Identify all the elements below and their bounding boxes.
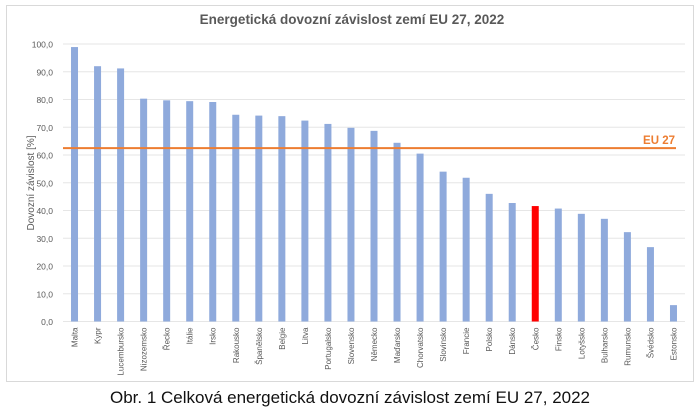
y-tick-label: 50,0	[36, 178, 53, 188]
x-tick-label: Finsko	[554, 327, 563, 351]
bar-Rumunsko	[623, 232, 631, 322]
bar-Řecko	[163, 100, 171, 322]
x-tick-label: Francie	[462, 327, 471, 354]
x-tick-label: Rumunsko	[623, 327, 632, 366]
x-tick-label: Lotyšsko	[577, 327, 586, 359]
x-tick-label: Irsko	[209, 327, 218, 345]
bar-Malta	[71, 47, 79, 322]
chart-title: Energetická dovozní závislost zemí EU 27…	[200, 12, 505, 27]
x-tick-label: Německo	[370, 327, 379, 361]
eu-reference-label: EU 27	[643, 135, 675, 147]
x-tick-label: Česko	[531, 327, 540, 350]
x-tick-label: Portugalsko	[324, 327, 333, 370]
y-tick-label: 90,0	[36, 67, 53, 77]
bar-Belgie	[278, 116, 286, 322]
bar-Francie	[462, 177, 470, 322]
y-tick-label: 60,0	[36, 151, 53, 161]
bar-Lucembursko	[117, 68, 125, 322]
x-tick-label: Chorvatsko	[416, 327, 425, 368]
bar-Dánsko	[508, 203, 516, 322]
chart: Energetická dovozní závislost zemí EU 27…	[26, 12, 685, 376]
y-tick-label: 70,0	[36, 123, 53, 133]
x-tick-label: Švédsko	[646, 327, 655, 358]
bar-Slovensko	[347, 127, 355, 322]
bar-Rakousko	[232, 114, 240, 322]
x-tick-label: Španělsko	[255, 327, 264, 365]
x-tick-label: Estonsko	[669, 327, 678, 360]
y-tick-label: 40,0	[36, 206, 53, 216]
bar-Slovinsko	[439, 171, 447, 322]
x-tick-label: Maďarsko	[393, 327, 402, 363]
bar-Maďarsko	[393, 142, 401, 322]
y-tick-label: 100,0	[32, 40, 54, 50]
x-tick-label: Bulharsko	[600, 327, 609, 363]
bar-Bulharsko	[600, 218, 608, 322]
y-tick-label: 0,0	[41, 317, 53, 327]
x-tick-label: Rakousko	[232, 327, 241, 363]
x-tick-label: Dánsko	[508, 327, 517, 355]
eu-reference: EU 27	[63, 135, 676, 150]
x-tick-label: Litva	[301, 327, 310, 344]
x-tick-labels: Malta Kypr Lucembursko Nizozemsko Řecko Itáli…	[71, 327, 679, 376]
x-tick-label: Slovinsko	[439, 327, 448, 362]
bar-Portugalsko	[324, 123, 332, 322]
bar-Kypr	[94, 66, 102, 322]
bar-Španělsko	[255, 115, 263, 322]
bar-Estonsko	[669, 305, 677, 322]
bar-Chorvatsko	[416, 153, 424, 322]
bar-Česko	[531, 206, 539, 322]
bar-Litva	[301, 120, 309, 322]
figure-caption: Obr. 1 Celková energetická dovozní závis…	[109, 388, 591, 407]
bar-Polsko	[485, 193, 493, 322]
bars	[71, 47, 677, 322]
bar-Finsko	[554, 208, 562, 322]
x-tick-label: Malta	[71, 327, 80, 347]
x-tick-label: Itálie	[186, 327, 195, 344]
bar-Itálie	[186, 101, 194, 322]
y-axis-label: Dovozní závislost [%]	[26, 135, 37, 230]
x-tick-label: Nizozemsko	[140, 327, 149, 371]
y-tick-label: 20,0	[36, 262, 53, 272]
y-tick-label: 30,0	[36, 234, 53, 244]
bar-Irsko	[209, 101, 217, 322]
bar-Německo	[370, 130, 378, 322]
bar-Nizozemsko	[140, 98, 148, 322]
x-tick-label: Řecko	[163, 327, 172, 350]
x-tick-label: Kypr	[94, 327, 103, 344]
bar-Lotyšsko	[577, 213, 585, 322]
bar-Švédsko	[646, 247, 654, 322]
x-tick-label: Belgie	[278, 327, 287, 350]
y-tick-labels: 0,0 10,0 20,0 30,0 40,0 50,0 60,0 70,0 80,0 90,0 1…	[32, 40, 54, 328]
y-tick-label: 80,0	[36, 95, 53, 105]
x-tick-label: Slovensko	[347, 327, 356, 364]
x-tick-label: Polsko	[485, 327, 494, 352]
y-tick-label: 10,0	[36, 289, 53, 299]
x-tick-label: Lucembursko	[117, 327, 126, 376]
